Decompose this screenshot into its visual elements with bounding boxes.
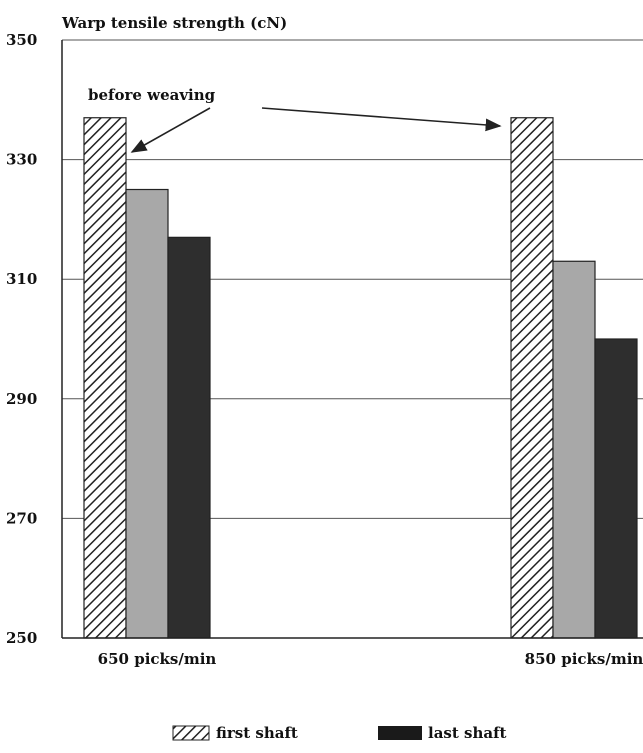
before-weaving-annotation: before weaving [88,86,502,153]
annotation-label: before weaving [88,86,216,104]
y-tick-label: 330 [6,151,37,169]
bar-2-group-1 [125,188,169,639]
y-axis-title: Warp tensile strength (cN) [61,14,287,32]
y-tick-label: 270 [6,509,37,527]
bar-3-group-2 [594,338,638,639]
y-tick-label: 350 [6,31,37,49]
y-tick-label: 250 [6,629,37,647]
bar-1-group-2 [510,117,554,639]
legend-item-last-shaft: last shaft [378,724,507,742]
legend-item-first-shaft: first shaft [172,724,298,742]
x-tick-label: 650 picks/min [98,650,217,668]
annotation-arrow-left [130,107,211,153]
legend-label-first-shaft: first shaft [216,724,298,742]
y-tick-label: 310 [6,270,37,288]
annotation-arrow-right [261,107,502,132]
legend-swatch-hatched [172,725,210,741]
bar-3-group-1 [167,236,211,639]
y-tick-label: 290 [6,390,37,408]
y-tick-labels: 250 270 290 310 330 350 [6,31,37,647]
legend-swatch-solid [378,726,422,740]
legend-label-last-shaft: last shaft [428,724,507,742]
x-tick-label: 850 picks/min [525,650,643,668]
x-tick-labels: 650 picks/min 850 picks/min [98,650,643,668]
bar-2-group-2 [552,260,596,639]
legend: first shaft last shaft [172,724,507,742]
bar-1-group-1 [83,117,127,639]
bars [83,117,638,639]
